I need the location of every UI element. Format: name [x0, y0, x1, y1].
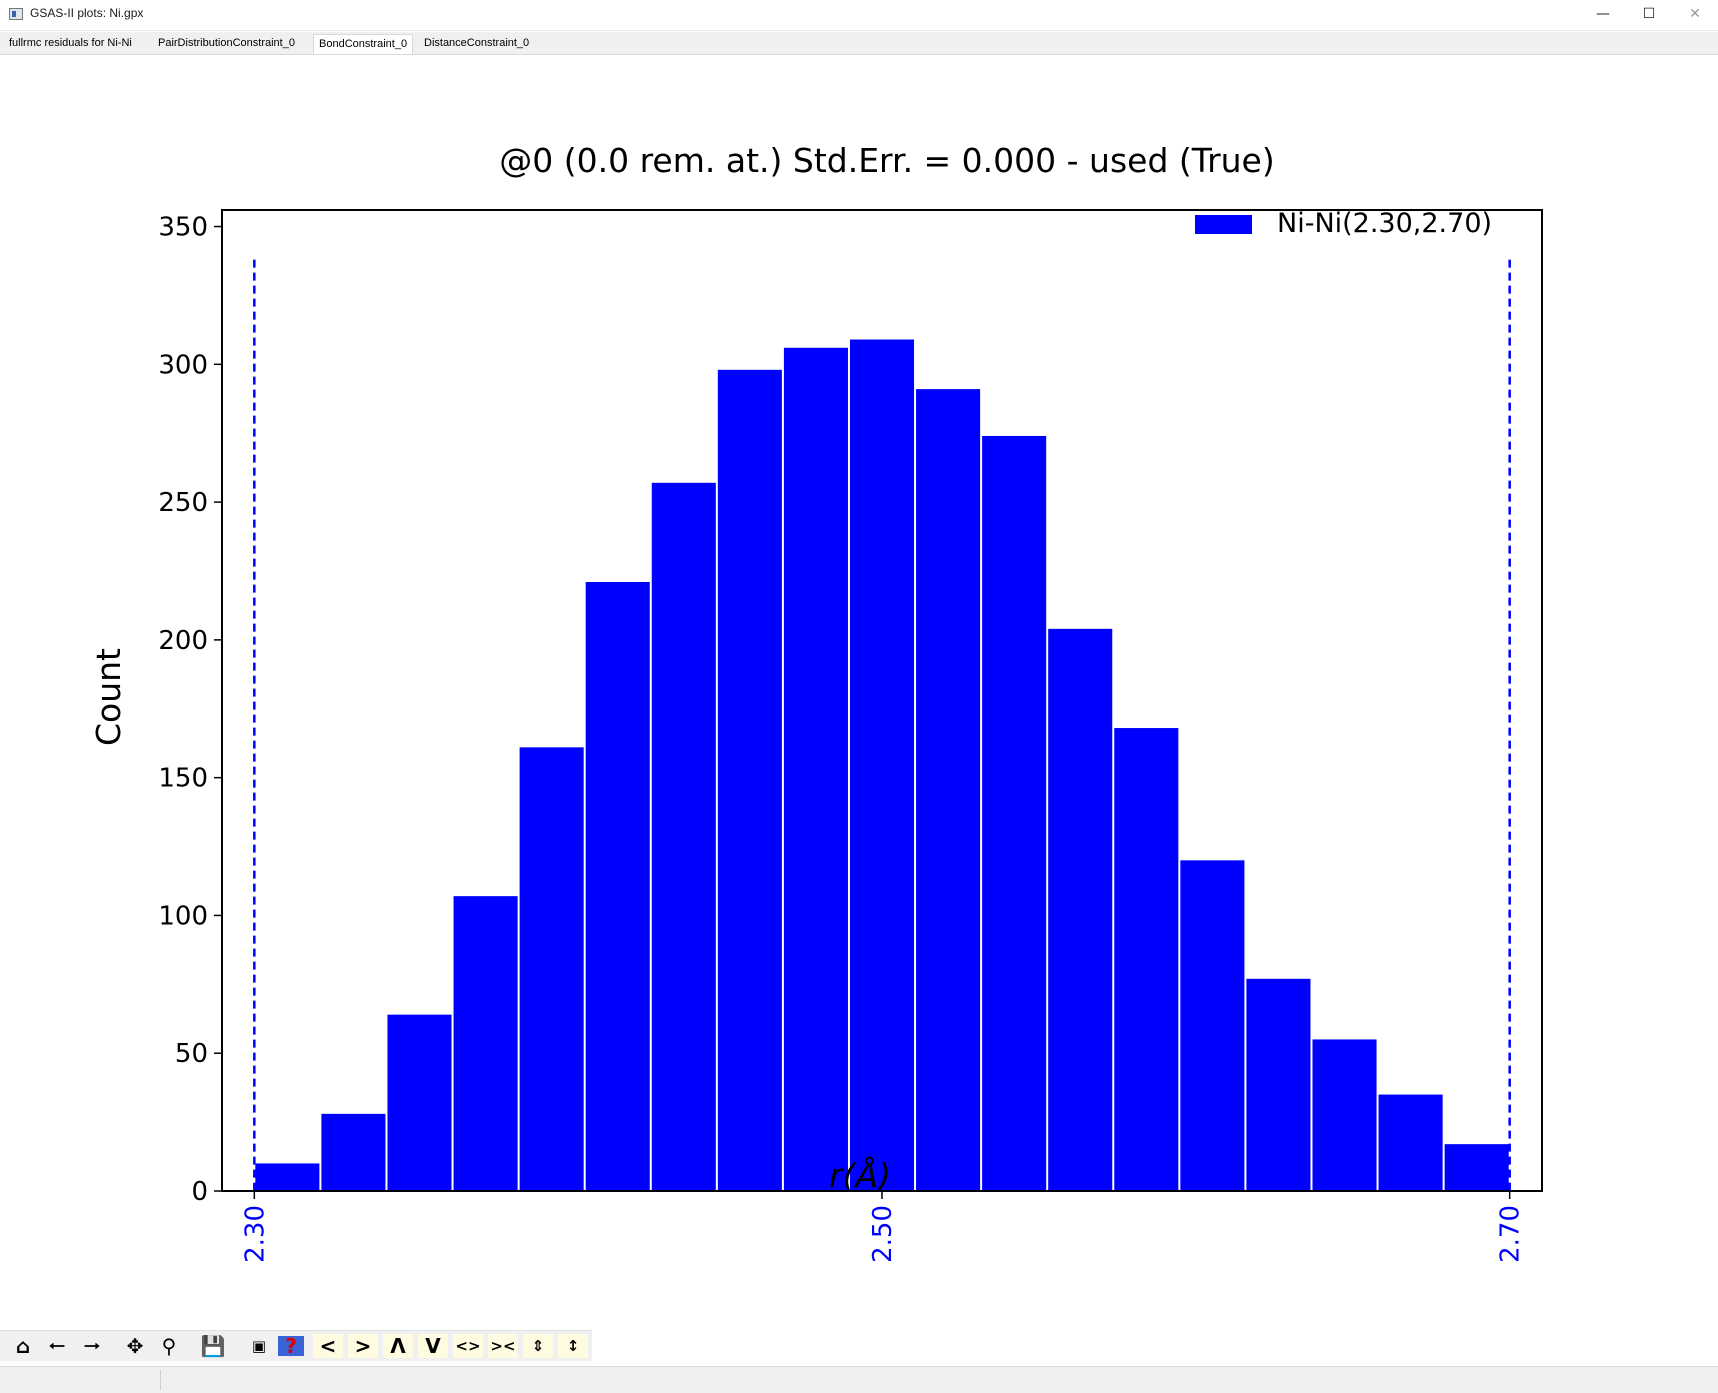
legend: Ni-Ni(2.30,2.70) — [1195, 208, 1492, 239]
histogram-bar — [453, 896, 518, 1191]
plot-tabs: fullrmc residuals for Ni-Ni PairDistribu… — [0, 32, 1718, 55]
histogram-bar — [1114, 728, 1179, 1191]
y-tick-label: 100 — [158, 901, 208, 931]
histogram-bar — [321, 1113, 386, 1191]
histogram-bar — [1378, 1094, 1443, 1191]
histogram-bar — [849, 339, 915, 1191]
legend-swatch — [1195, 215, 1252, 234]
shift-down-icon[interactable]: V — [418, 1334, 448, 1358]
x-axis-label: r(Å) — [829, 1155, 891, 1195]
window-title: GSAS-II plots: Ni.gpx — [30, 6, 144, 20]
shrink-y-icon[interactable]: ↕ — [558, 1334, 588, 1358]
histogram-chart[interactable]: 0 50 100 150 200 250 300 350 2.30 2.50 2.70 @0 (0… — [3, 55, 1715, 1330]
shift-up-icon[interactable]: Λ — [383, 1334, 413, 1358]
histogram-bar — [1048, 628, 1113, 1191]
y-tick-label: 150 — [158, 764, 208, 794]
back-arrow-icon[interactable]: 🠀 — [48, 1334, 66, 1358]
tab-bond-constraint[interactable]: BondConstraint_0 — [313, 34, 414, 54]
histogram-bar — [916, 389, 981, 1191]
x-tick-label: 2.50 — [868, 1205, 898, 1263]
forward-arrow-icon[interactable]: 🠂 — [83, 1334, 101, 1358]
tab-distance-constraint[interactable]: DistanceConstraint_0 — [424, 37, 530, 49]
app-icon — [9, 8, 23, 20]
shift-left-icon[interactable]: < — [313, 1334, 343, 1358]
histogram-bar — [1312, 1039, 1377, 1191]
histogram-bar — [651, 482, 716, 1192]
histogram-bar — [387, 1014, 452, 1191]
histogram-bar — [519, 747, 584, 1191]
save-icon[interactable]: 💾 — [200, 1334, 226, 1358]
legend-label: Ni-Ni(2.30,2.70) — [1277, 208, 1492, 239]
minimize-icon[interactable]: — — [1596, 6, 1610, 22]
y-ticks-group: 0 50 100 150 200 250 300 350 — [158, 213, 222, 1207]
y-tick-label: 250 — [158, 488, 208, 518]
maximize-icon[interactable]: ☐ — [1642, 6, 1656, 22]
plot-canvas[interactable]: 0 50 100 150 200 250 300 350 2.30 2.50 2.70 @0 (0… — [3, 55, 1715, 1330]
window-titlebar: GSAS-II plots: Ni.gpx — ☐ ✕ — [0, 0, 1718, 31]
status-bar — [0, 1366, 1718, 1393]
close-icon[interactable]: ✕ — [1689, 6, 1701, 22]
y-axis-label: Count — [89, 648, 128, 746]
status-separator — [160, 1370, 161, 1390]
histogram-bar — [1180, 860, 1245, 1191]
y-tick-label: 350 — [158, 213, 208, 243]
tab-fullrmc-residuals[interactable]: fullrmc residuals for Ni-Ni — [9, 37, 132, 49]
histogram-bar — [717, 369, 782, 1192]
shrink-x-icon[interactable]: >< — [488, 1334, 518, 1358]
home-icon[interactable]: ⌂ — [15, 1334, 31, 1358]
y-tick-label: 200 — [158, 626, 208, 656]
y-tick-label: 50 — [175, 1039, 208, 1069]
chart-title: @0 (0.0 rem. at.) Std.Err. = 0.000 - use… — [499, 141, 1274, 180]
help-icon[interactable]: ? — [278, 1336, 304, 1356]
x-tick-label: 2.70 — [1496, 1205, 1526, 1263]
zoom-icon[interactable]: ⚲ — [161, 1334, 177, 1358]
expand-x-icon[interactable]: <> — [453, 1334, 483, 1358]
x-tick-label: 2.30 — [240, 1205, 270, 1263]
expand-y-icon[interactable]: ⇕ — [523, 1334, 553, 1358]
histogram-bar — [585, 582, 650, 1191]
pan-icon[interactable]: ✥ — [126, 1334, 144, 1358]
y-tick-label: 300 — [158, 350, 208, 380]
y-tick-label: 0 — [191, 1177, 208, 1207]
histogram-bar — [982, 435, 1047, 1191]
bars-group — [255, 339, 1509, 1192]
configure-subplots-icon[interactable]: ▣ — [251, 1337, 267, 1355]
histogram-bar — [1444, 1144, 1509, 1191]
histogram-bar — [783, 347, 848, 1191]
shift-right-icon[interactable]: > — [348, 1334, 378, 1358]
histogram-bar — [1246, 978, 1311, 1191]
navigation-toolbar: ⌂ 🠀 🠂 ✥ ⚲ 💾 ▣ ? < > Λ V <> >< ⇕ ↕ — [0, 1330, 592, 1361]
tab-pair-distribution-constraint[interactable]: PairDistributionConstraint_0 — [158, 37, 295, 49]
histogram-bar — [255, 1163, 320, 1191]
x-ticks-group: 2.30 2.50 2.70 — [240, 1191, 1526, 1263]
